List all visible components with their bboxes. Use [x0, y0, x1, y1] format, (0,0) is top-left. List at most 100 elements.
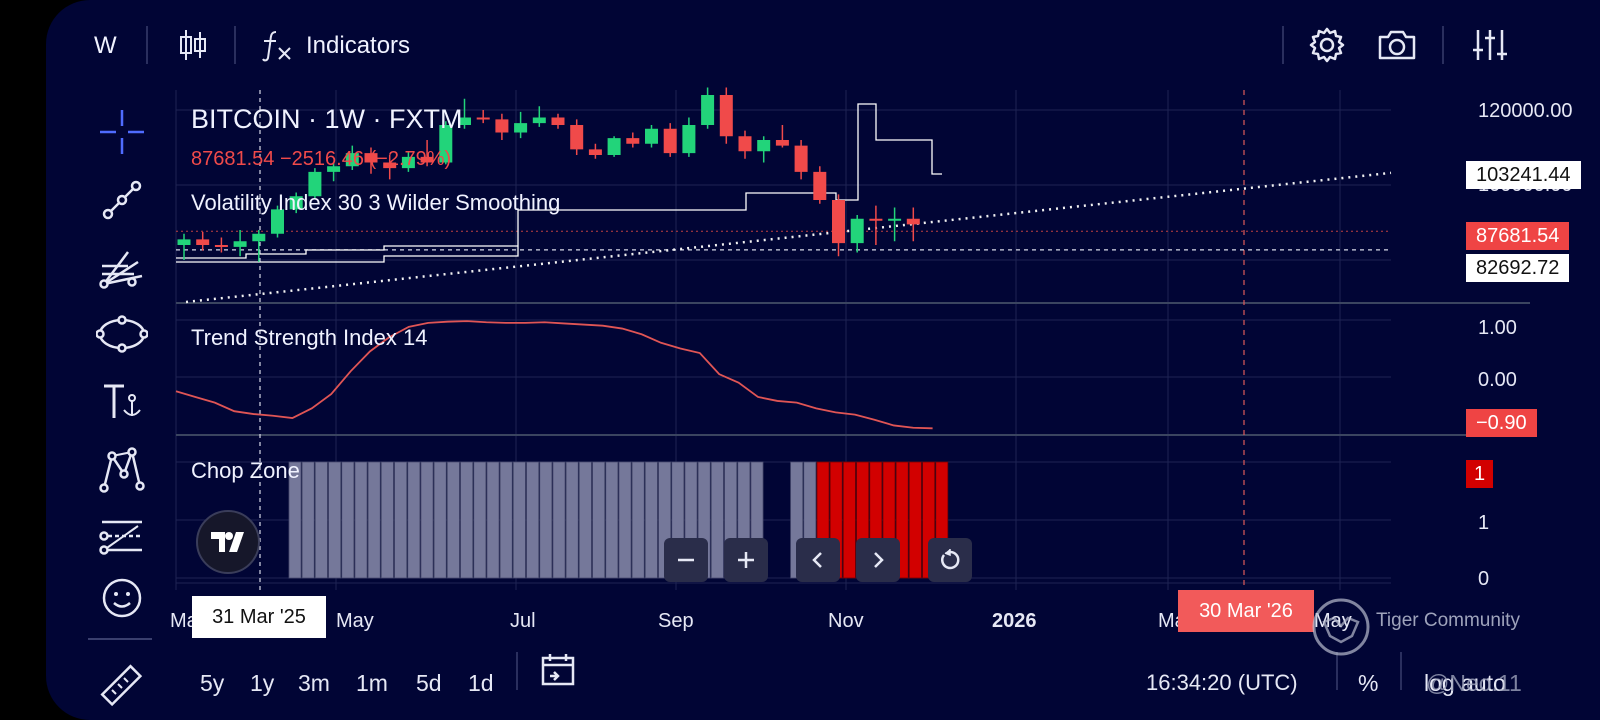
chop-zone-bar: [380, 461, 394, 579]
candle-body: [719, 95, 733, 137]
chop-zone-bar: [539, 461, 553, 579]
chop-zone-legend[interactable]: Chop Zone: [191, 458, 300, 483]
interval-button[interactable]: W: [94, 32, 117, 59]
chop-zone-bar: [301, 461, 315, 579]
text-anchor-icon[interactable]: [96, 376, 148, 428]
candle-body: [532, 117, 546, 124]
candle-body: [476, 117, 490, 120]
chop-zone-bar: [407, 461, 421, 579]
toolbar-divider: [1400, 652, 1402, 690]
utc-clock[interactable]: 16:34:20 (UTC): [1146, 670, 1298, 695]
chop-zone-bar: [909, 461, 922, 579]
y-tick-chop: 1: [1478, 512, 1490, 534]
x-tick: 2026: [992, 610, 1037, 632]
x-tick: May: [336, 610, 374, 632]
candle-body: [906, 218, 920, 225]
candle-body: [757, 140, 771, 152]
candle-body: [271, 209, 284, 234]
candle-body: [551, 117, 565, 125]
crosshair-icon[interactable]: [96, 106, 148, 158]
candle-body: [813, 171, 827, 200]
log-auto-toggle[interactable]: log auto: [1424, 670, 1506, 696]
volatility-legend[interactable]: Volatility Index 30 3 Wilder Smoothing: [191, 190, 561, 215]
reset-icon: [941, 549, 960, 570]
scroll-right-button[interactable]: [856, 538, 900, 582]
chop-zone-bar: [354, 461, 368, 579]
chart-screen: W Indicators: [46, 0, 1600, 720]
fib-tool-icon[interactable]: [96, 242, 148, 294]
plus-icon: [738, 552, 754, 568]
tradingview-logo-icon[interactable]: [196, 510, 260, 574]
reset-chart-button[interactable]: [928, 538, 972, 582]
chop-zone-bar: [618, 461, 632, 579]
sliders-icon[interactable]: [1472, 28, 1508, 62]
chop-zone-bar: [446, 461, 460, 579]
trend-line: [185, 171, 1392, 304]
chop-zone-bar: [565, 461, 579, 579]
candle-body: [626, 138, 640, 144]
range-button-3m[interactable]: 3m: [298, 670, 330, 696]
y-tick-chop: 0: [1478, 568, 1490, 590]
chop-zone-bar: [592, 461, 605, 579]
candle-body: [196, 239, 210, 245]
function-icon[interactable]: [260, 28, 294, 62]
tsi-legend[interactable]: Trend Strength Index 14: [191, 325, 428, 350]
tsi-value-tag: −0.90: [1466, 409, 1537, 437]
candle-body: [458, 117, 471, 125]
ellipse-icon[interactable]: [96, 308, 148, 360]
candle-body: [663, 128, 677, 154]
author-watermark: @Neo.11: [1426, 670, 1522, 696]
volatility-line: [176, 245, 518, 259]
zoom-in-button[interactable]: [724, 538, 768, 582]
go-to-date-icon[interactable]: [540, 652, 576, 688]
candle-body: [383, 162, 397, 169]
chop-zone-bar: [579, 461, 592, 579]
trend-line-icon[interactable]: [96, 174, 148, 226]
emoji-icon[interactable]: [96, 572, 148, 624]
candle-body: [888, 218, 902, 221]
scroll-left-button[interactable]: [796, 538, 840, 582]
minus-icon: [678, 558, 694, 562]
chop-zone-bar: [314, 461, 328, 579]
chart-canvas[interactable]: [46, 0, 1600, 720]
candle-body: [289, 196, 303, 210]
percent-toggle[interactable]: %: [1358, 670, 1379, 696]
chop-zone-bar: [711, 461, 724, 579]
indicators-button[interactable]: Indicators: [306, 32, 411, 59]
pattern-icon[interactable]: [96, 444, 148, 496]
chop-zone-bar: [526, 461, 540, 579]
settings-icon[interactable]: [1308, 26, 1346, 64]
chop-zone-bar: [433, 461, 447, 579]
chop-zone-bar: [843, 461, 856, 579]
range-button-1d[interactable]: 1d: [468, 670, 494, 696]
range-button-1y[interactable]: 1y: [250, 670, 275, 696]
toolbar-divider: [516, 652, 518, 690]
range-button-1m[interactable]: 1m: [356, 670, 388, 696]
candle-body: [775, 140, 789, 146]
chop-zone-bar: [328, 461, 342, 579]
chop-zone-bar: [288, 461, 302, 579]
candle-body: [607, 138, 621, 155]
chop-zone-bar: [486, 461, 500, 579]
crosshair-date-tag: 31 Mar '25: [192, 596, 326, 638]
camera-icon[interactable]: [1376, 28, 1418, 62]
candles-icon[interactable]: [178, 28, 208, 62]
chop-zone-bar: [512, 461, 526, 579]
y-tick-tsi: 0.00: [1478, 369, 1517, 391]
range-button-5d[interactable]: 5d: [416, 670, 442, 696]
zoom-out-button[interactable]: [664, 538, 708, 582]
tsi-line: [175, 320, 933, 430]
range-button-5y[interactable]: 5y: [200, 670, 225, 696]
candle-body: [514, 123, 528, 133]
toolbar-divider: [1336, 652, 1338, 690]
chop-zone-bar: [645, 461, 658, 579]
last-price-tag: 87681.54: [1466, 222, 1570, 250]
toolbar-divider: [88, 638, 152, 640]
chop-zone-bar: [367, 461, 381, 579]
ruler-icon[interactable]: [96, 660, 148, 712]
future-date-tag: 30 Mar '26: [1178, 590, 1314, 632]
tiger-community-watermark: Tiger Community: [1376, 610, 1520, 631]
measure-lines-icon[interactable]: [96, 510, 148, 562]
candle-body: [832, 200, 845, 244]
candle-body: [869, 218, 883, 221]
